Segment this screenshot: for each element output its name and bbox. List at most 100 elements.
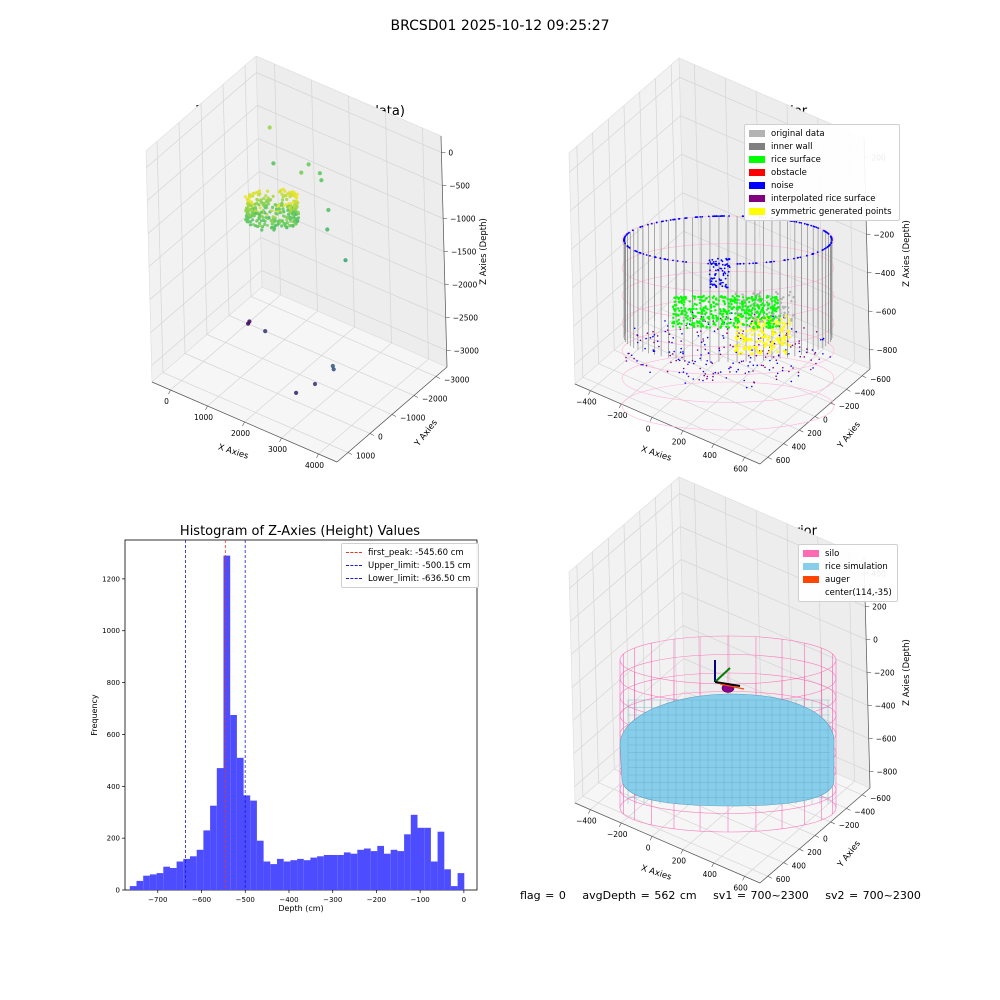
histogram-bar xyxy=(350,853,358,890)
floor-point xyxy=(777,354,780,357)
noise-point xyxy=(721,260,724,263)
rice-surface-point xyxy=(754,294,758,298)
p1-tick-label-x: 3000 xyxy=(268,445,287,454)
raw-point xyxy=(246,212,250,216)
rice-surface-point xyxy=(683,301,686,304)
original-point xyxy=(768,311,771,314)
floor-point xyxy=(625,356,627,359)
original-point xyxy=(782,296,785,299)
histogram-bar xyxy=(457,873,465,890)
noise-point xyxy=(830,241,833,244)
y-tick-label: 1200 xyxy=(102,575,120,583)
symmetric-point xyxy=(771,333,775,337)
rice-surface-point xyxy=(776,299,779,302)
rice-surface-point xyxy=(770,311,774,315)
floor-point xyxy=(656,335,659,337)
noise-point xyxy=(829,243,831,246)
noise-point xyxy=(666,258,669,261)
noise-point xyxy=(717,215,719,218)
raw-point xyxy=(280,203,284,207)
raw-point xyxy=(264,200,268,204)
noise-point xyxy=(628,231,630,234)
floor-point xyxy=(750,320,753,323)
raw-point xyxy=(287,223,291,227)
rice-surface-point xyxy=(695,320,699,323)
raw-point xyxy=(283,189,287,193)
floor-point xyxy=(712,375,714,378)
floor-point xyxy=(678,359,681,362)
floor-point xyxy=(699,367,701,370)
rice-surface-point xyxy=(700,309,703,312)
raw-point xyxy=(282,210,286,214)
simulation-legend: silo rice simulation auger center(114,-35) xyxy=(798,544,898,602)
rice-surface-point xyxy=(730,307,733,310)
floor-point xyxy=(684,360,686,362)
rice-surface-point xyxy=(760,298,763,301)
noise-point xyxy=(806,223,808,226)
noise-point xyxy=(816,251,819,254)
x-tick-label: −600 xyxy=(192,896,211,904)
symmetric-point xyxy=(735,346,739,350)
p2-grid-y xyxy=(645,322,831,404)
raw-outlier-point xyxy=(312,381,318,387)
x-tick-label: −500 xyxy=(236,896,255,904)
p2-tick-label-z: −200 xyxy=(874,230,895,239)
original-point xyxy=(790,300,793,303)
raw-point xyxy=(262,196,266,200)
rice-surface-point xyxy=(712,301,715,304)
floor-point xyxy=(713,330,716,333)
noise-point xyxy=(707,262,709,265)
rice-surface-point xyxy=(714,314,718,317)
rice-surface-point xyxy=(700,299,704,302)
floor-point xyxy=(625,360,628,362)
rice-surface-point xyxy=(715,303,718,306)
p4-tick-x xyxy=(680,849,684,854)
symmetric-point xyxy=(768,336,771,339)
x-tick-label: −100 xyxy=(411,896,430,904)
floor-point xyxy=(798,346,801,348)
floor-point xyxy=(764,366,766,369)
raw-point xyxy=(281,207,285,211)
rice-surface-point xyxy=(762,310,765,313)
rice-surface-point xyxy=(702,294,705,298)
symmetric-point xyxy=(787,332,790,335)
symmetric-point xyxy=(758,351,762,355)
symmetric-point xyxy=(781,330,784,334)
rice-surface-point xyxy=(702,318,705,321)
floor-point xyxy=(737,368,739,371)
raw-point xyxy=(263,222,267,226)
noise-point xyxy=(685,217,688,219)
floor-point xyxy=(738,361,741,364)
rice-surface-point xyxy=(777,324,780,328)
rice-surface-point xyxy=(771,296,774,299)
histogram-bar xyxy=(256,840,264,890)
floor-point xyxy=(735,371,738,373)
noise-point xyxy=(709,279,712,281)
floor-point xyxy=(762,364,765,367)
raw-outlier-point xyxy=(330,363,335,369)
floor-point xyxy=(636,341,639,344)
p4-tick-x xyxy=(618,822,622,828)
rice-surface-point xyxy=(712,314,715,317)
legend-label: Upper_limit: -500.15 cm xyxy=(368,560,471,571)
noise-point xyxy=(709,286,712,289)
floor-point xyxy=(749,356,752,359)
p1-tick-x xyxy=(279,437,282,443)
raw-point xyxy=(286,208,290,212)
p4-grid-z xyxy=(681,559,867,640)
raw-point xyxy=(258,213,262,217)
rice-surface-point xyxy=(693,325,696,329)
histogram-ylabel: Frequency xyxy=(90,694,99,736)
histogram-bar xyxy=(364,848,371,890)
rice-surface-point xyxy=(684,313,687,317)
p4-tick-y xyxy=(783,862,788,865)
noise-point xyxy=(626,233,628,236)
rice-surface-point xyxy=(685,322,689,325)
noise-point xyxy=(712,262,714,265)
noise-point xyxy=(827,245,829,248)
raw-outlier-point xyxy=(263,329,268,334)
rice-surface-point xyxy=(752,326,755,330)
histogram-bar xyxy=(143,875,150,890)
symmetric-point xyxy=(765,342,768,345)
p2-grid-z xyxy=(684,269,870,351)
